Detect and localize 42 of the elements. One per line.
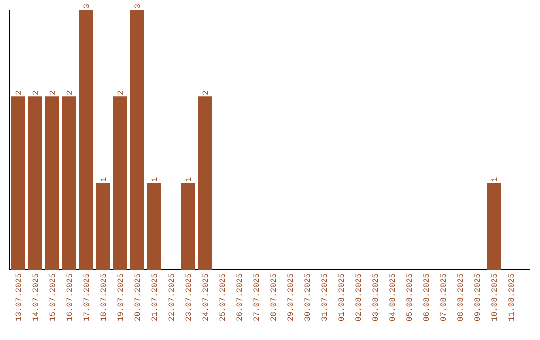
x-tick-label: 22.07.2025 (168, 274, 174, 321)
x-tick-label: 08.08.2025 (458, 274, 464, 322)
data-label: 3 (84, 4, 90, 8)
x-tick-label: 15.07.2025 (50, 274, 56, 321)
x-tick-label: 17.07.2025 (84, 274, 90, 321)
x-tick-label: 06.08.2025 (424, 274, 430, 322)
x-tick-label: 10.08.2025 (492, 274, 498, 321)
x-tick-label: 26.07.2025 (236, 274, 242, 321)
x-tick-label: 23.07.2025 (186, 274, 192, 321)
x-tick-label: 30.07.2025 (304, 274, 310, 322)
x-tick-label: 05.08.2025 (406, 274, 412, 322)
x-tick-label: 07.08.2025 (440, 274, 446, 322)
data-label: 2 (32, 91, 38, 95)
data-label: 2 (50, 91, 56, 95)
data-label: 2 (202, 91, 208, 95)
x-tick-label: 16.07.2025 (66, 274, 72, 321)
x-tick-label: 11.08.2025 (508, 274, 514, 321)
x-tick-label: 13.07.2025 (16, 274, 22, 321)
x-tick-label: 19.07.2025 (118, 274, 124, 321)
data-label: 2 (16, 91, 22, 95)
x-tick-label: 02.08.2025 (356, 274, 362, 322)
data-label: 2 (118, 91, 124, 95)
x-tick-label: 14.07.2025 (32, 274, 38, 321)
x-tick-label: 03.08.2025 (372, 274, 378, 322)
x-tick-label: 20.07.2025 (134, 274, 140, 321)
x-tick-label: 29.07.2025 (288, 274, 294, 321)
x-tick-label: 09.08.2025 (474, 274, 480, 322)
x-tick-label: 01.08.2025 (338, 274, 344, 322)
data-label: 1 (492, 178, 497, 182)
x-tick-label: 04.08.2025 (390, 274, 396, 322)
x-tick-label: 24.07.2025 (202, 274, 208, 321)
x-tick-label: 28.07.2025 (270, 274, 276, 321)
data-label: 1 (152, 178, 158, 182)
x-tick-label: 31.07.2025 (322, 274, 328, 322)
data-label: 1 (100, 178, 106, 182)
x-tick-label: 18.07.2025 (100, 274, 106, 321)
data-label: 3 (134, 4, 140, 8)
x-tick-label: 25.07.2025 (220, 274, 226, 321)
data-label: 2 (66, 91, 72, 95)
x-tick-label: 21.07.2025 (152, 274, 158, 321)
data-label: 1 (186, 178, 192, 182)
x-tick-label: 27.07.2025 (254, 274, 260, 321)
